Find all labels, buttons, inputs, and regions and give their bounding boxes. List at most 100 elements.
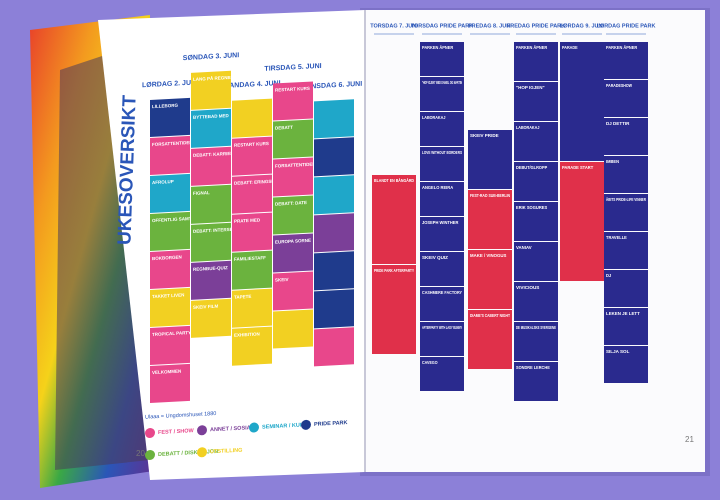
event-title: PARKEN ÅPNER	[516, 44, 548, 50]
cell-label: VELKOMMEN	[152, 369, 181, 376]
schedule-cell	[273, 271, 313, 311]
schedule-cell	[314, 137, 354, 177]
schedule-cell	[273, 157, 313, 197]
schedule-cell	[232, 136, 272, 176]
event-title: SKEIV QUIZ	[422, 255, 448, 260]
cell-label: SKEIV FILM	[193, 304, 218, 310]
event-title: TRAVELLE	[606, 235, 627, 240]
event-block	[420, 322, 464, 356]
event-block	[514, 42, 558, 81]
day-header: TORSDAG PRIDE PARK	[411, 23, 473, 29]
event-block	[468, 190, 512, 249]
schedule-cell	[150, 325, 190, 365]
schedule-cell	[314, 99, 354, 139]
event-title: PARKEN ÅPNER	[422, 44, 454, 50]
event-block	[468, 250, 512, 309]
event-block	[514, 122, 558, 161]
event-block	[560, 162, 604, 281]
day-header: LØRDAG 9. JUNI	[560, 23, 604, 29]
event-block	[604, 156, 648, 193]
event-title: AFTERPARTY WITH LADY BUNNY	[422, 325, 462, 330]
legend-dot	[145, 449, 155, 461]
schedule-cell	[273, 195, 313, 235]
cell-label: DEBATT: DATE	[275, 200, 307, 207]
cell-label: EXHIBITION	[234, 331, 260, 337]
schedule-cell	[150, 135, 190, 175]
event-title: LABORAKAJ	[516, 125, 540, 130]
cell-label: FORSATTENTIDER	[275, 161, 316, 168]
event-title: VIVICIOUS	[516, 285, 539, 290]
cell-label: TAPETE	[234, 294, 251, 300]
cell-label: OFFENTLIG SAMTALE	[152, 216, 200, 224]
event-title: FEST-RAD SUB-BERLIN	[470, 193, 510, 198]
cell-label: BYTTEBAD MED	[193, 113, 229, 120]
day-header: TORSDAG 7. JUNI	[370, 23, 418, 29]
legend-dot	[197, 447, 207, 458]
cell-label: FORSATTENTIDER	[152, 140, 193, 147]
event-block	[420, 252, 464, 286]
event-title: LEKEN JE LETT	[606, 311, 640, 316]
schedule-cell	[191, 108, 231, 148]
event-block	[514, 362, 558, 401]
schedule-cell	[232, 288, 272, 328]
event-block	[420, 287, 464, 321]
event-title: MAKE / VINOGUS	[470, 253, 506, 258]
event-title: LABORAKAJ	[422, 115, 446, 120]
event-title: "HOP IGJEN"	[516, 85, 545, 90]
schedule-cell	[232, 174, 272, 214]
event-block	[420, 217, 464, 251]
schedule-cell	[191, 146, 231, 186]
page-number: 21	[685, 435, 694, 444]
legend-label: SEMINAR / KURS	[262, 422, 308, 430]
schedule-cell	[150, 287, 190, 327]
schedule-cell	[150, 249, 190, 289]
event-title: DJ	[606, 273, 612, 278]
legend-label: UTSTILLING	[210, 448, 242, 456]
legend-label: PRIDE PARK	[314, 420, 348, 428]
event-title: SONDRE LERCHE	[516, 365, 550, 370]
day-header: FREDAG 8. JUNI	[468, 23, 512, 29]
event-block	[514, 162, 558, 201]
page-number: 20	[136, 449, 145, 458]
schedule-cell	[314, 251, 354, 291]
day-header: FREDAG PRIDE PARK	[507, 23, 565, 29]
event-title: ANGELO REIRA	[422, 185, 454, 190]
day-header: LØRDAG 2. JUNI	[142, 79, 198, 89]
event-block	[604, 118, 648, 155]
schedule-cell	[191, 184, 231, 224]
schedule-cell	[191, 222, 231, 262]
cell-label: REGNBUE-QUIZ	[193, 265, 228, 272]
cell-label: RESTART KURS	[234, 141, 269, 148]
cell-label: FAMILIESTAFF	[234, 255, 266, 262]
cell-label: BOKBORGEN	[152, 255, 182, 262]
event-block	[514, 282, 558, 321]
event-block	[514, 82, 558, 121]
cell-label: TAKKET LIVEN	[152, 292, 184, 299]
legend-note: Ulaaa = Ungdomshuset 1880	[145, 411, 216, 421]
schedule-cell	[232, 212, 272, 252]
legend-dot	[249, 422, 259, 433]
cell-label: RESTART KURS	[275, 86, 310, 93]
event-title: DIAME'S CABERT NIGHT	[470, 313, 510, 318]
event-title: LOVE WITHOUT BORDERS	[422, 150, 462, 155]
event-block	[604, 80, 648, 117]
event-title: "HOP IGJEN" MED DANIEL OG MARTIN	[422, 80, 462, 85]
schedule-cell	[232, 326, 272, 366]
cell-label: LANG PÅ REGNBUEN	[193, 73, 240, 81]
event-title: VANIAV	[516, 245, 532, 250]
event-block	[604, 270, 648, 307]
schedule-cell	[273, 233, 313, 273]
cell-label: LILLEBORG	[152, 103, 178, 109]
cell-label: TROPICAL PARTY	[152, 330, 191, 337]
legend-dot	[197, 425, 207, 436]
page-title: UKESOVERSIKT	[114, 94, 140, 245]
event-block	[420, 147, 464, 181]
day-header: LØRDAG PRIDE PARK	[597, 23, 656, 29]
event-block	[514, 202, 558, 241]
event-title: SILJA SOL	[606, 349, 630, 354]
event-block	[420, 357, 464, 391]
event-block	[604, 194, 648, 231]
cell-label: PRATE MED	[234, 217, 261, 223]
cell-label: FIGNAL	[193, 190, 210, 196]
